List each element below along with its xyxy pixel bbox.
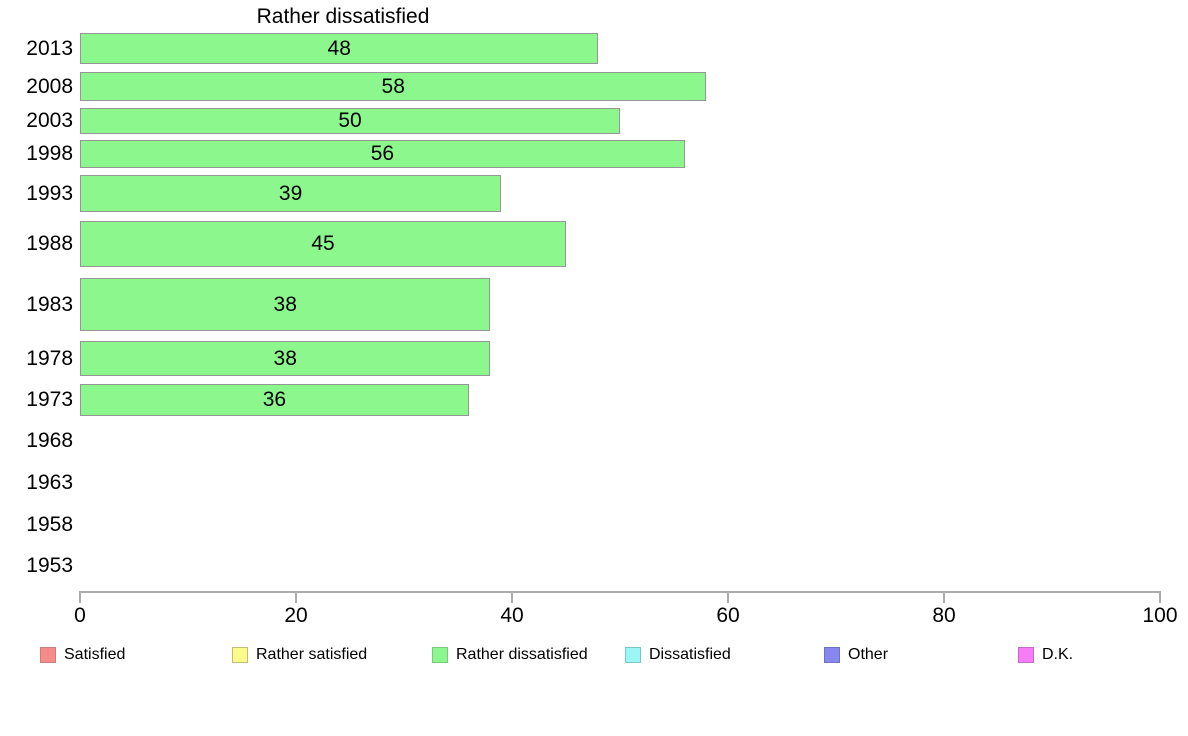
legend-swatch — [40, 647, 56, 663]
x-axis-tick — [727, 591, 729, 603]
legend-label: D.K. — [1042, 646, 1074, 663]
y-axis-label: 1953 — [26, 554, 73, 577]
legend-item: Rather dissatisfied — [432, 646, 588, 664]
x-axis-tick — [943, 591, 945, 603]
x-axis-tick — [295, 591, 297, 603]
bar: 36 — [80, 384, 469, 416]
bar: 39 — [80, 175, 502, 212]
bar: 48 — [80, 33, 599, 64]
bar-value-label: 58 — [381, 74, 405, 98]
legend-label: Rather dissatisfied — [456, 646, 588, 663]
x-axis-tick — [511, 591, 513, 603]
y-axis-label: 1958 — [26, 513, 73, 536]
x-axis-tick-label: 80 — [932, 604, 956, 627]
y-axis-label: 1968 — [26, 429, 73, 452]
x-axis-tick — [1159, 591, 1161, 603]
y-axis-label: 2013 — [26, 36, 73, 60]
bar: 56 — [80, 140, 685, 168]
bar-value-label: 36 — [262, 388, 287, 411]
bar: 58 — [80, 72, 707, 101]
y-axis-label: 1993 — [26, 181, 73, 205]
legend-label: Satisfied — [64, 646, 126, 663]
y-axis-label: 2008 — [26, 74, 73, 98]
y-axis-label: 1998 — [26, 142, 73, 165]
y-axis-label: 1988 — [26, 232, 73, 255]
legend-item: D.K. — [1018, 646, 1073, 664]
legend-item: Other — [824, 646, 888, 664]
x-axis-tick — [79, 591, 81, 603]
bar-value-label: 56 — [370, 142, 395, 165]
x-axis-tick-label: 20 — [284, 604, 308, 627]
chart-title: Rather dissatisfied — [256, 5, 430, 28]
legend-item: Dissatisfied — [625, 646, 731, 664]
bar-value-label: 38 — [273, 292, 297, 316]
bar-value-label: 48 — [327, 36, 351, 60]
x-axis-tick-label: 40 — [500, 604, 524, 627]
y-axis-label: 1973 — [26, 388, 73, 411]
x-axis-tick-label: 60 — [716, 604, 740, 627]
legend-swatch — [1018, 647, 1034, 663]
bar: 45 — [80, 221, 566, 267]
legend-label: Other — [848, 646, 889, 663]
bar: 50 — [80, 108, 620, 134]
y-axis-label: 1978 — [26, 346, 73, 370]
legend-item: Rather satisfied — [232, 646, 367, 664]
bar-value-label: 50 — [338, 109, 362, 132]
bar-value-label: 39 — [278, 181, 303, 205]
legend-label: Dissatisfied — [649, 646, 731, 663]
legend-swatch — [432, 647, 448, 663]
legend-swatch — [625, 647, 641, 663]
x-axis-line — [80, 591, 1160, 593]
y-axis-label: 1963 — [26, 471, 73, 494]
legend-swatch — [824, 647, 840, 663]
x-axis-tick-label: 0 — [74, 604, 86, 627]
legend-label: Rather satisfied — [256, 646, 368, 663]
x-axis-tick-label: 100 — [1142, 604, 1178, 627]
legend-swatch — [232, 647, 248, 663]
bar-value-label: 38 — [273, 346, 297, 370]
bar: 38 — [80, 341, 491, 376]
bar: 38 — [80, 278, 491, 331]
legend-item: Satisfied — [40, 646, 125, 664]
y-axis-label: 1983 — [26, 292, 73, 316]
y-axis-label: 2003 — [26, 109, 73, 132]
bar-value-label: 45 — [311, 232, 335, 255]
